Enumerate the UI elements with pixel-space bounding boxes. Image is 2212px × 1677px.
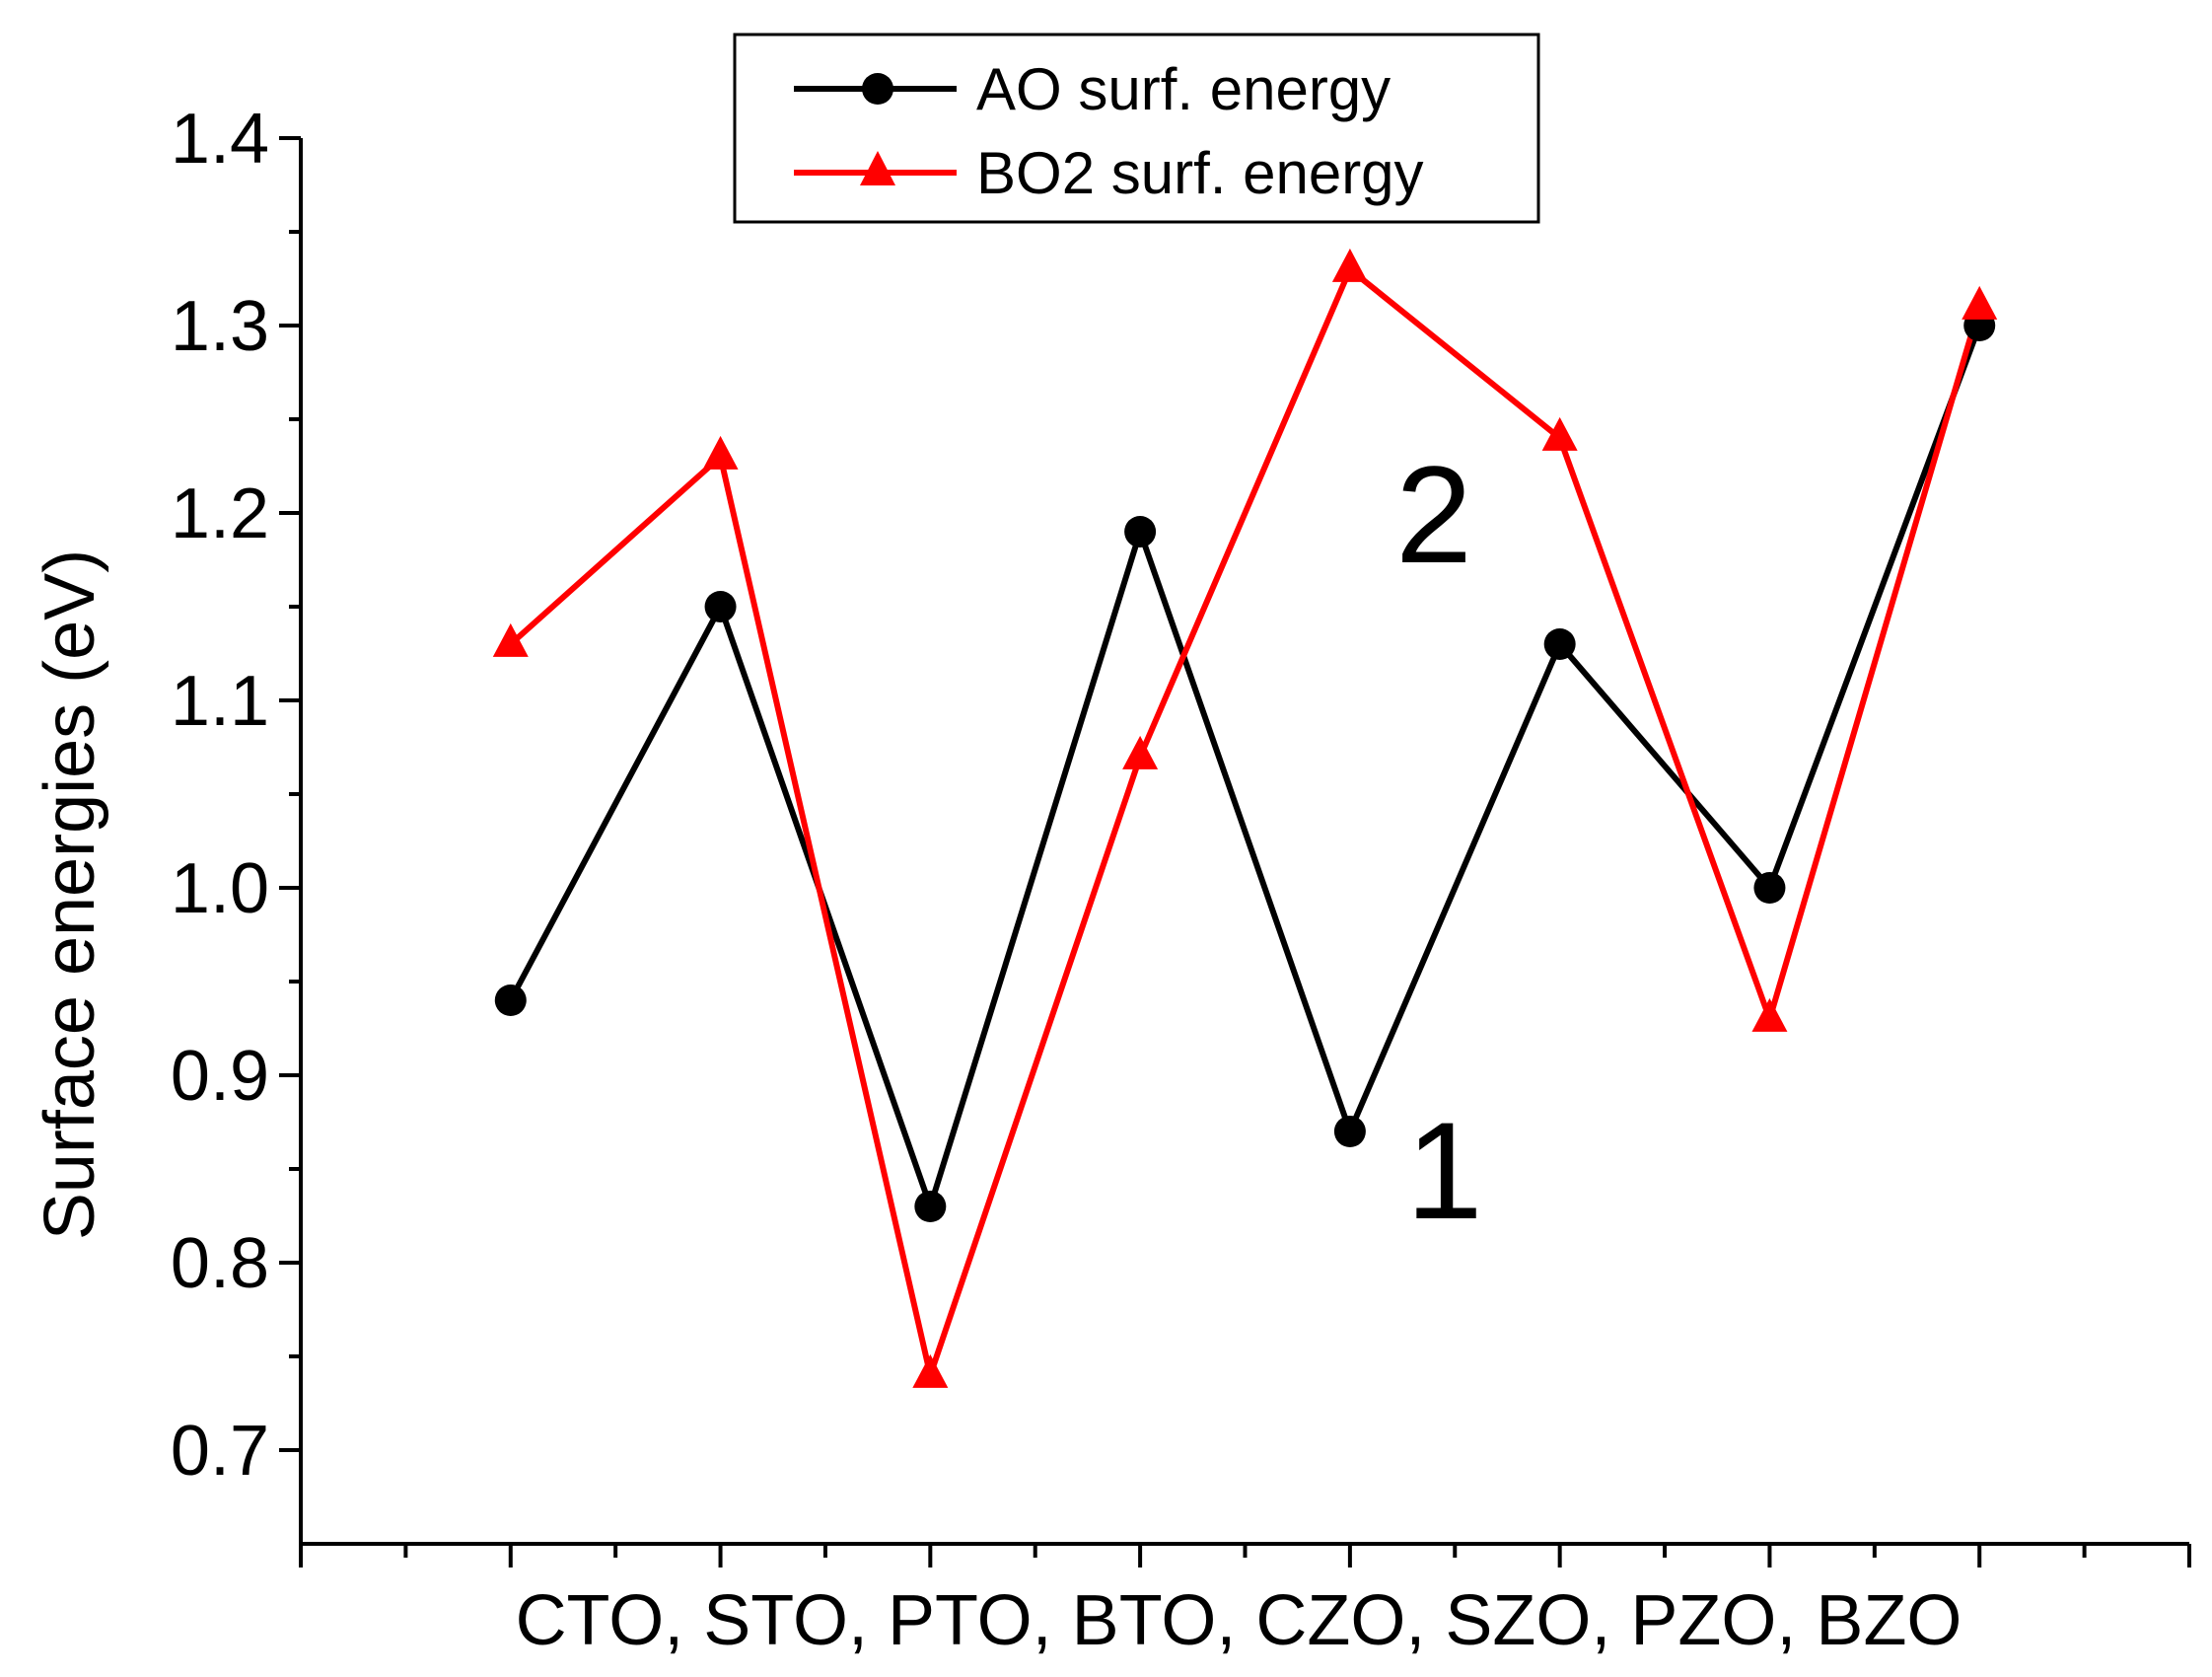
y-tick-label: 0.8 xyxy=(171,1224,269,1303)
series-line-bo2 xyxy=(508,264,1983,1386)
data-point-ao-czo xyxy=(1333,1116,1366,1147)
data-point-bo2-pto xyxy=(912,1353,949,1388)
data-point-bo2-pzo xyxy=(1751,997,1788,1032)
data-point-bo2-sto xyxy=(702,435,739,470)
y-tick-label: 0.7 xyxy=(171,1412,269,1491)
annotation-label-2: 2 xyxy=(1395,437,1472,592)
series-markers xyxy=(492,248,1998,1388)
annotations: 21 xyxy=(1395,437,1483,1248)
data-point-ao-bto xyxy=(1124,516,1157,547)
legend-marker-triangle xyxy=(860,151,895,185)
data-point-bo2-bto xyxy=(1122,735,1159,769)
x-axis-title: CTO, STO, PTO, BTO, CZO, SZO, PZO, BZO xyxy=(516,1581,1962,1660)
series-lines xyxy=(508,264,1983,1386)
y-tick-label: 1.1 xyxy=(171,662,269,741)
data-point-bo2-bzo xyxy=(1962,285,1998,320)
y-tick-label: 1.3 xyxy=(171,287,269,366)
data-point-ao-cto xyxy=(494,984,527,1016)
legend-label-bo2: BO2 surf. energy xyxy=(976,140,1424,206)
y-axis-title: Surface energies (eV) xyxy=(31,549,109,1240)
y-tick-label: 1.0 xyxy=(171,849,269,928)
legend: AO surf. energy BO2 surf. energy xyxy=(733,33,1540,224)
legend-label-ao: AO surf. energy xyxy=(976,56,1391,122)
data-point-ao-pto xyxy=(914,1191,947,1222)
data-point-bo2-czo xyxy=(1331,248,1368,282)
legend-box xyxy=(733,33,1540,224)
legend-marker-circle xyxy=(862,73,893,105)
y-axis-ticks: 0.7 0.8 0.9 1.0 1.1 1.2 1.3 1.4 xyxy=(171,100,301,1491)
data-point-ao-szo xyxy=(1543,628,1576,660)
data-point-bo2-szo xyxy=(1541,416,1578,451)
data-point-ao-pzo xyxy=(1753,872,1786,904)
y-tick-label: 1.2 xyxy=(171,474,269,553)
annotation-label-1: 1 xyxy=(1406,1093,1483,1248)
axes xyxy=(299,138,2189,1546)
y-tick-label: 0.9 xyxy=(171,1037,269,1116)
data-point-bo2-cto xyxy=(492,622,529,657)
y-tick-label: 1.4 xyxy=(171,100,269,179)
x-axis-ticks xyxy=(299,1544,2191,1568)
data-point-ao-sto xyxy=(704,591,737,622)
series-line-ao xyxy=(508,324,1983,1216)
